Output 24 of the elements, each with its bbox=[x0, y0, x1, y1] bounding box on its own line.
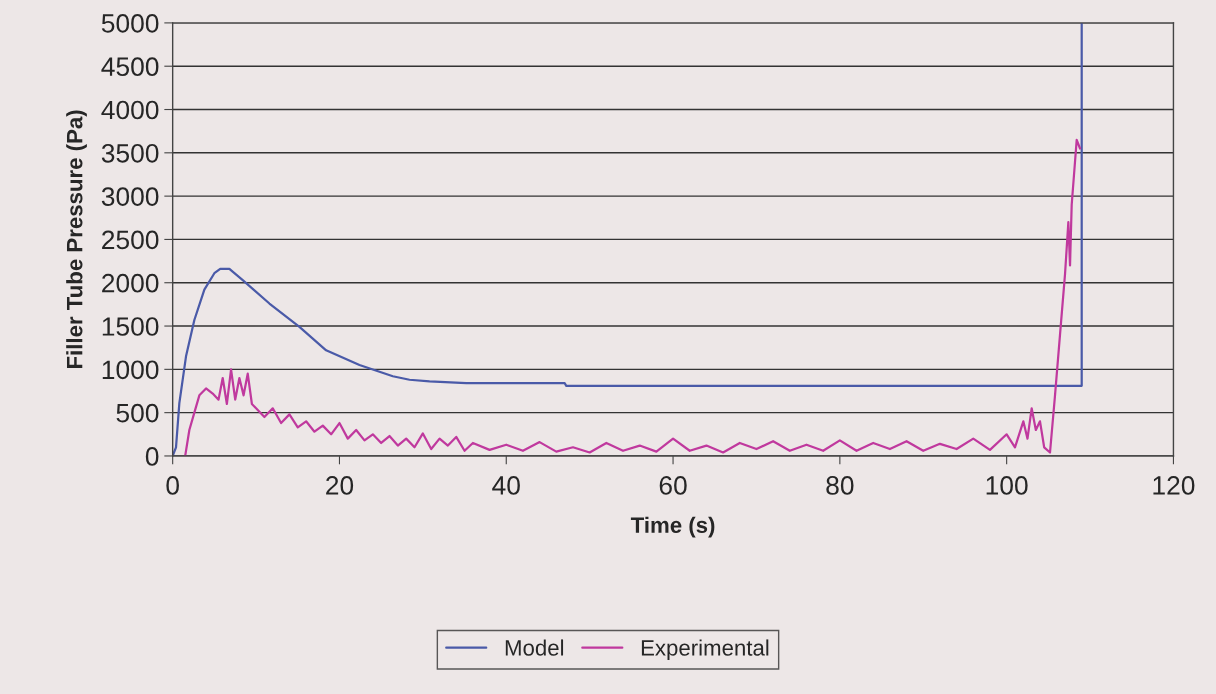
x-tick-label: 60 bbox=[659, 476, 687, 495]
legend-label: Experimental bbox=[641, 639, 769, 661]
y-tick-label: 1000 bbox=[102, 360, 159, 380]
x-tick-label: 20 bbox=[326, 476, 354, 495]
y-tick-label: 3000 bbox=[101, 187, 159, 206]
x-tick-label: 120 bbox=[1153, 476, 1195, 495]
x-tick-label: 0 bbox=[166, 476, 179, 495]
y-tick-label: 3500 bbox=[101, 143, 159, 163]
x-tick-label: 80 bbox=[826, 476, 854, 495]
y-tick-label: 2500 bbox=[102, 230, 159, 250]
x-tick-label: 100 bbox=[986, 476, 1028, 495]
x-axis-title: Time (s) bbox=[630, 516, 715, 538]
y-axis-title: Filler Tube Pressure (Pa) bbox=[66, 110, 87, 369]
line-series bbox=[184, 138, 1082, 456]
y-tick-label: 5000 bbox=[101, 14, 159, 33]
y-tick-label: 0 bbox=[145, 447, 159, 466]
line-series bbox=[172, 22, 1083, 456]
y-tick-label: 2000 bbox=[102, 273, 159, 293]
y-tick-label: 4500 bbox=[101, 57, 159, 77]
y-tick-label: 1500 bbox=[102, 317, 159, 336]
legend-label: Model bbox=[505, 639, 564, 656]
x-tick-label: 40 bbox=[492, 476, 520, 495]
y-tick-label: 4000 bbox=[101, 100, 159, 120]
y-tick-label: 500 bbox=[116, 403, 159, 423]
